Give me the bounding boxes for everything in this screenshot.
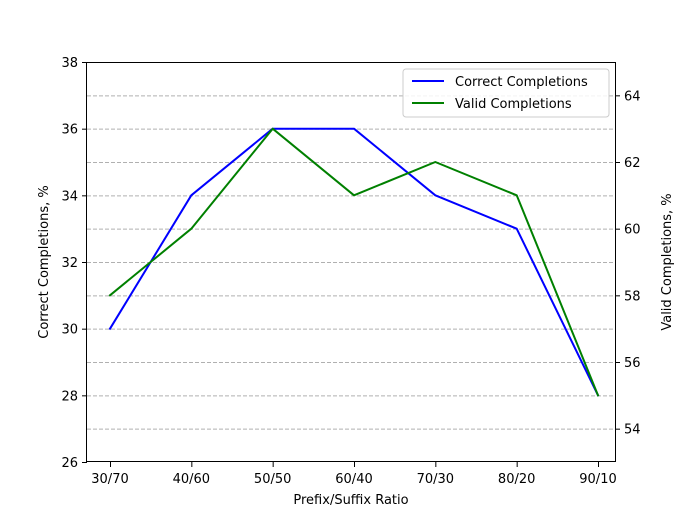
y-left-tick-label: 36 xyxy=(61,123,78,138)
legend-box xyxy=(402,68,610,118)
y-right-tick-label: 58 xyxy=(624,289,641,304)
y-right-tick-label: 60 xyxy=(624,223,641,238)
series-line-correct-completions xyxy=(108,127,600,397)
y-axis-left: 26 28 30 32 34 36 38 xyxy=(61,56,87,471)
series-lines xyxy=(108,127,600,397)
x-axis-label: Prefix/Suffix Ratio xyxy=(293,493,408,508)
x-tick-label: 90/10 xyxy=(579,472,616,487)
y-left-tick-label: 38 xyxy=(61,56,78,71)
y-right-tick-label: 64 xyxy=(624,89,641,104)
y-right-tick-label: 62 xyxy=(624,156,641,171)
y-left-tick-label: 34 xyxy=(61,189,78,204)
x-axis: 30/70 40/60 50/50 60/40 70/30 80/20 90/10 xyxy=(91,462,617,487)
x-tick-label: 80/20 xyxy=(498,472,535,487)
y-left-tick-label: 26 xyxy=(61,456,78,471)
legend: Correct Completions Valid Completions xyxy=(402,68,610,118)
x-tick-label: 40/60 xyxy=(173,472,210,487)
x-tick-label: 60/40 xyxy=(335,472,372,487)
x-tick-label: 30/70 xyxy=(91,472,128,487)
y-right-tick-label: 56 xyxy=(624,356,641,371)
x-tick-label: 70/30 xyxy=(417,472,454,487)
y-axis-right-label: Valid Completions, % xyxy=(660,193,675,330)
y-left-tick-label: 30 xyxy=(61,323,78,338)
gridlines xyxy=(87,95,615,430)
y-left-tick-label: 32 xyxy=(61,256,78,271)
y-right-tick-label: 54 xyxy=(624,423,641,438)
legend-label-valid-completions: Valid Completions xyxy=(455,97,572,112)
y-axis-left-label: Correct Completions, % xyxy=(37,185,52,338)
legend-label-correct-completions: Correct Completions xyxy=(455,75,588,90)
x-tick-label: 50/50 xyxy=(254,472,291,487)
series-line-valid-completions xyxy=(108,127,600,397)
y-left-tick-label: 28 xyxy=(61,389,78,404)
y-axis-right: 54 56 58 60 62 64 xyxy=(615,89,641,438)
